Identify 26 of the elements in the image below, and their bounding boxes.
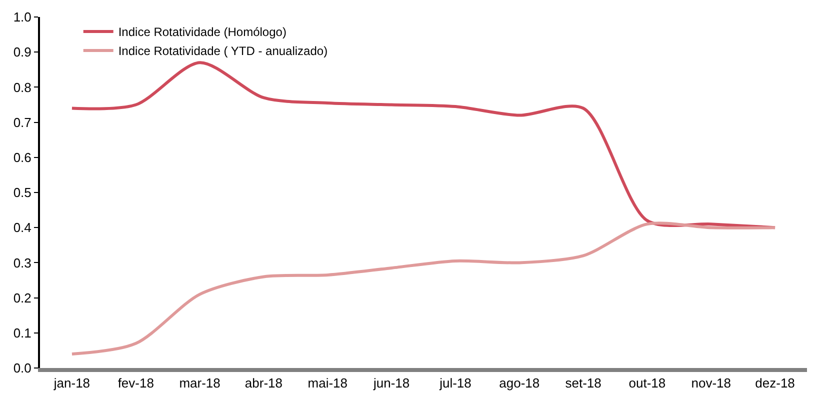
x-tick-label: nov-18 [691, 376, 732, 391]
x-tick-label: out-18 [628, 376, 666, 391]
y-tick-label: 0.8 [13, 80, 32, 95]
x-tick-label: ago-18 [499, 376, 540, 391]
x-tick-label: abr-18 [244, 376, 282, 391]
y-tick-label: 0.0 [13, 360, 32, 376]
x-tick-label: mar-18 [179, 376, 220, 391]
y-tick-label: 0.6 [13, 150, 32, 165]
x-tick-label: jun-18 [372, 376, 410, 391]
x-tick-label: jul-18 [438, 376, 472, 391]
y-tick-label: 0.9 [13, 44, 32, 60]
y-tick-label: 0.3 [13, 255, 32, 270]
y-tick-label: 0.1 [13, 325, 32, 340]
x-tick-label: dez-18 [755, 376, 795, 391]
y-tick-label: 0.7 [13, 114, 32, 130]
legend-label: Indice Rotatividade ( YTD - anualizado) [118, 44, 328, 58]
y-tick-label: 0.2 [13, 290, 32, 306]
x-tick-label: mai-18 [308, 376, 348, 391]
legend-label: Indice Rotatividade (Homólogo) [118, 25, 286, 40]
y-tick-label: 1.0 [13, 10, 32, 25]
y-tick-label: 0.4 [13, 220, 32, 236]
x-tick-label: set-18 [565, 376, 602, 391]
line-series [70, 222, 777, 356]
x-tick-label: jan-18 [52, 376, 90, 391]
y-tick-label: 0.5 [13, 185, 32, 200]
x-tick-label: fev-18 [118, 376, 154, 391]
